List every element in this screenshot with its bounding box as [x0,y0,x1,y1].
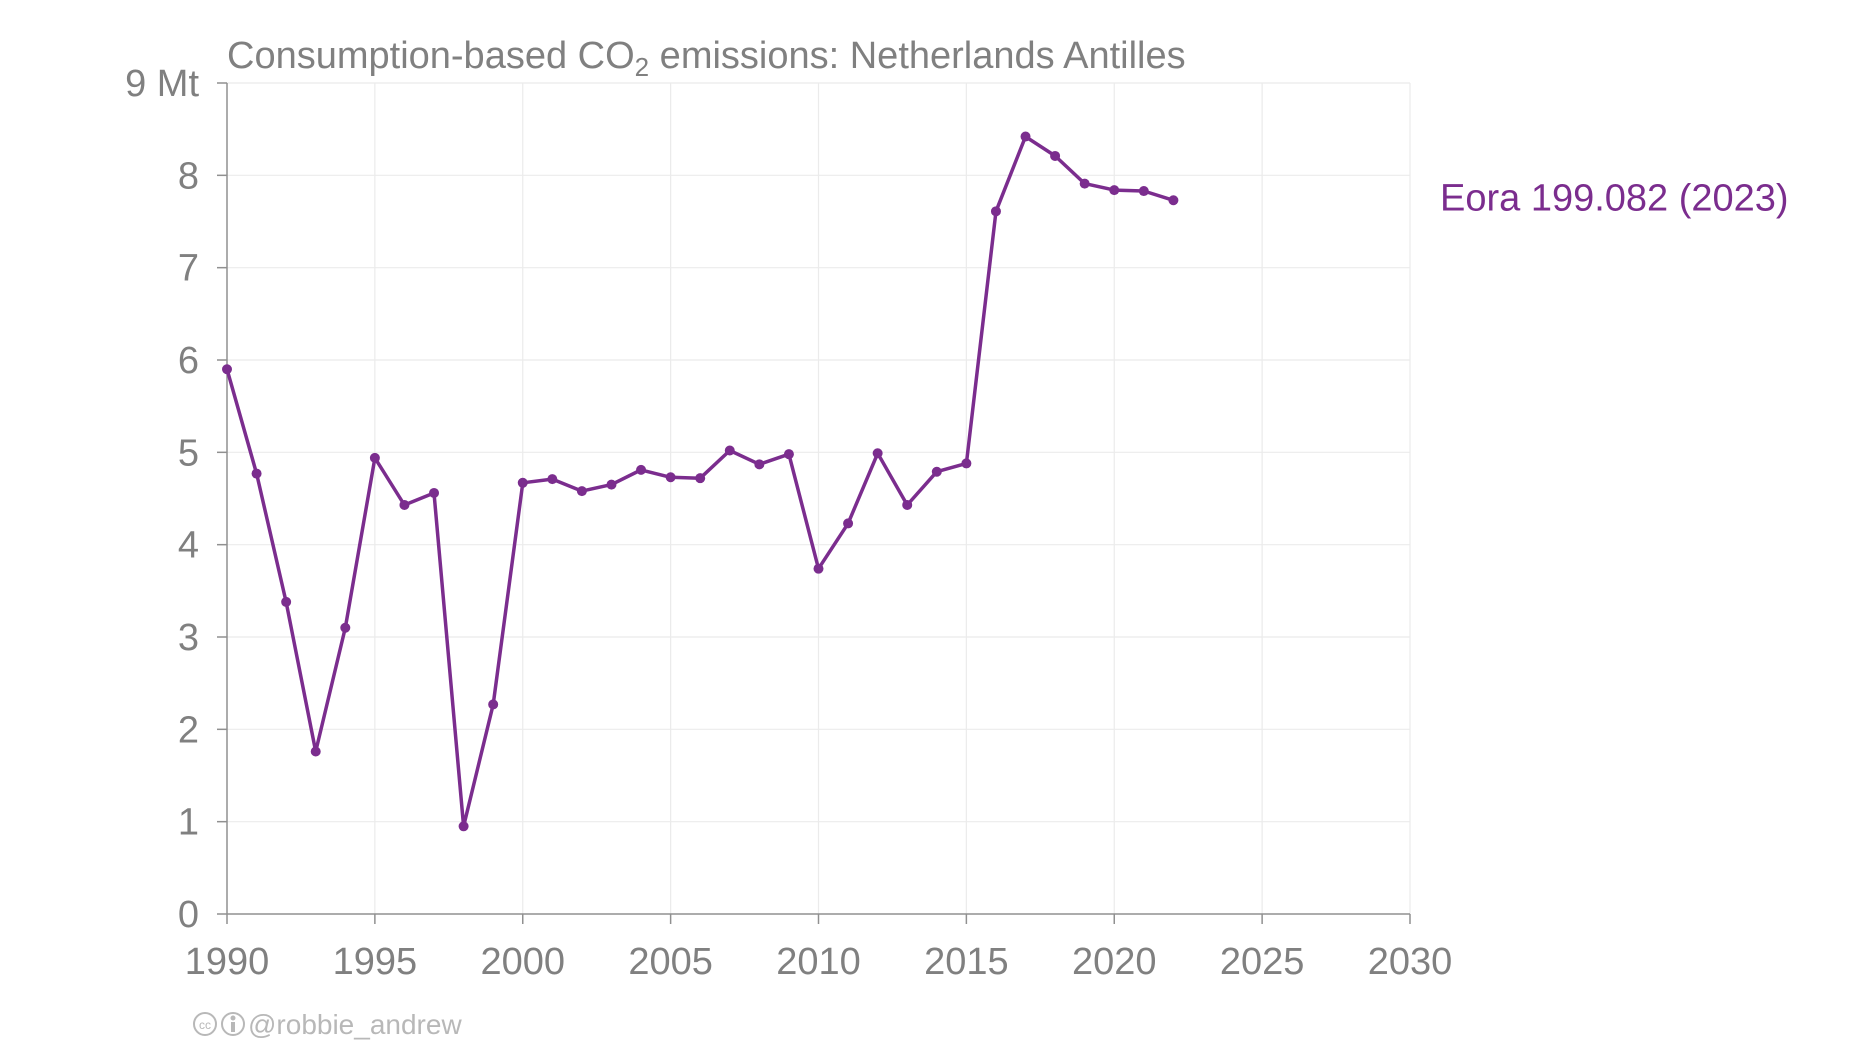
y-tick-label-8: 8 [178,155,199,197]
data-point-2019 [1079,178,1090,189]
creative-commons-icon [193,1012,217,1036]
x-tick-label-1990: 1990 [185,941,270,983]
data-point-2005 [665,472,676,483]
data-point-1991 [251,468,262,479]
credit-text: @robbie_andrew [248,1009,462,1040]
x-tick-label-1995: 1995 [333,941,418,983]
data-point-1999 [488,699,499,710]
data-point-1995 [369,452,380,463]
y-tick-label-3: 3 [178,617,199,659]
data-point-2000 [517,477,528,488]
y-tick-label-6: 6 [178,340,199,382]
data-point-2013 [902,499,913,510]
series-label-0: Eora 199.082 (2023) [1440,177,1789,219]
y-tick-label-7: 7 [178,248,199,290]
data-point-2004 [636,464,647,475]
data-point-2011 [843,518,854,529]
data-point-2021 [1138,186,1149,197]
x-tick-label-2015: 2015 [924,941,1009,983]
data-point-1990 [222,364,232,375]
data-point-2006 [695,473,706,484]
data-point-2017 [1020,131,1031,142]
chart-title-subscript: 2 [635,52,649,82]
data-point-2020 [1109,185,1120,196]
data-point-2002 [576,486,587,497]
attribution-icon-head [230,1015,236,1021]
attribution-icon [221,1012,245,1036]
x-tick-label-2005: 2005 [628,941,713,983]
data-point-2008 [754,459,765,470]
data-point-2012 [872,448,883,459]
x-tick-label-2030: 2030 [1368,941,1453,983]
chart-title-suffix: emissions: Netherlands Antilles [649,35,1185,77]
creative-commons-icon-glyph: cc [199,1018,211,1032]
data-point-2014 [931,466,942,477]
series-layer: Eora 199.082 (2023) [222,131,1789,832]
x-tick-label-2010: 2010 [776,941,861,983]
x-tick-label-2025: 2025 [1220,941,1305,983]
data-point-1993 [310,746,321,757]
data-point-1992 [281,596,292,607]
data-point-2022 [1168,195,1179,206]
y-tick-label-1: 1 [178,802,199,844]
chart-title-prefix: Consumption-based CO [227,35,635,77]
x-tick-label-2020: 2020 [1072,941,1157,983]
y-tick-label-4: 4 [178,525,199,567]
grid [227,82,1411,914]
data-point-1998 [458,821,469,832]
y-tick-label-5: 5 [178,432,199,474]
y-tick-label-2: 2 [178,709,199,751]
y-axis-ticks: 0 1 2 3 4 5 6 7 8 9 Mt [125,63,227,936]
data-point-1994 [340,622,351,633]
data-point-2001 [547,474,558,485]
data-point-2018 [1050,150,1061,161]
data-point-2009 [783,449,794,460]
data-point-2007 [724,445,735,456]
y-tick-label-0: 0 [178,894,199,936]
data-point-1996 [399,499,410,510]
data-point-1997 [429,487,440,498]
data-point-2015 [961,458,972,469]
x-tick-label-2000: 2000 [480,941,565,983]
y-tick-label-9: 9 Mt [125,63,199,105]
data-point-2010 [813,563,824,574]
chart-title: Consumption-based CO2 emissions: Netherl… [227,35,1186,82]
x-axis-ticks: 1990 1995 2000 2005 2010 2015 2020 2025 2030 [185,914,1453,983]
data-point-2003 [606,479,617,490]
attribution-icon-body [231,1022,235,1032]
credit: cc @robbie_andrew [193,1009,462,1040]
data-point-2016 [990,206,1001,217]
